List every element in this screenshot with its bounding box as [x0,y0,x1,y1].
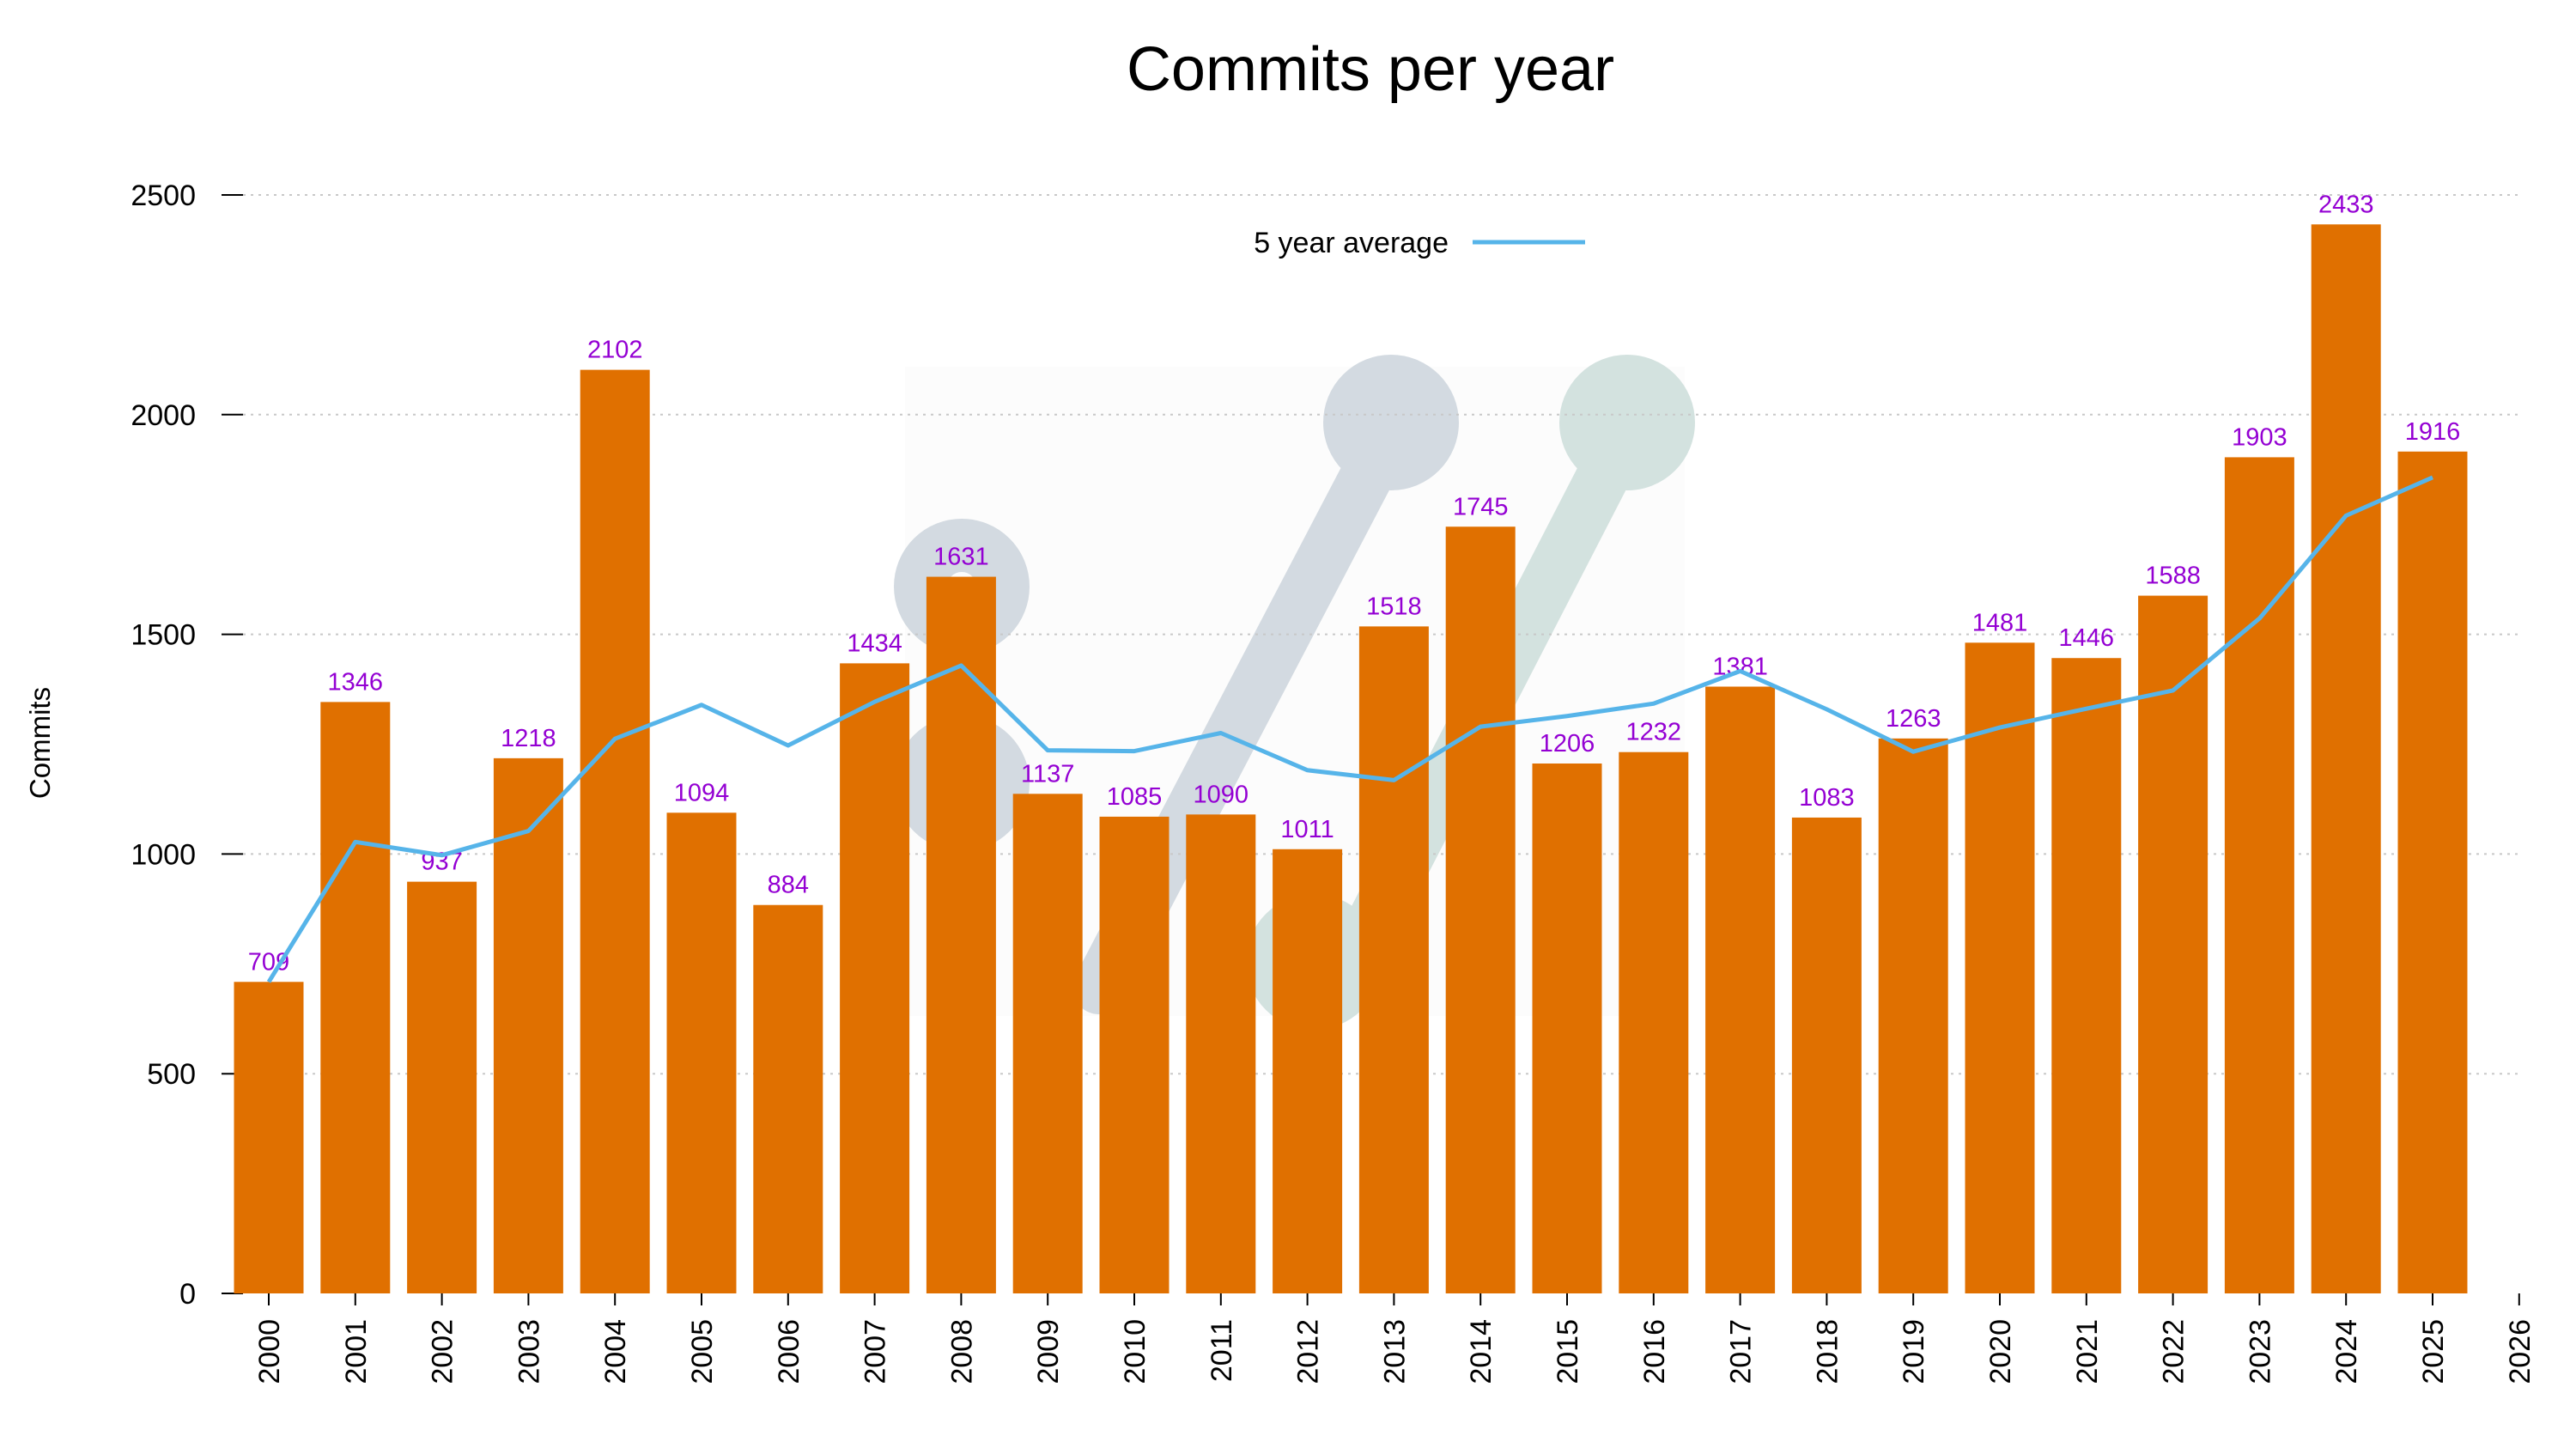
bar [2311,224,2381,1293]
bar-value-label: 1218 [501,725,556,752]
x-tick-label: 2015 [1552,1319,1584,1384]
bar [407,881,477,1293]
y-tick-label: 2500 [131,179,196,212]
bar [1532,764,1602,1293]
bar [2138,595,2208,1293]
x-tick-label: 2017 [1725,1319,1758,1384]
bar-value-label: 884 [768,872,809,899]
bar-value-label: 1346 [328,668,384,696]
bar-value-label: 1745 [1453,493,1509,520]
bar [1358,626,1429,1293]
y-axis: 0 500 1000 1500 2000 2500 [131,179,243,1311]
x-tick-label: 2009 [1032,1319,1065,1384]
bar [1791,817,1862,1293]
bar [1012,794,1083,1293]
bar-value-label: 1206 [1540,730,1595,757]
x-tick-label: 2021 [2071,1319,2104,1384]
legend-label: 5 year average [1254,227,1449,259]
bar [1186,814,1256,1293]
bar-value-label: 1137 [1021,760,1074,788]
x-tick-label: 2024 [2330,1319,2363,1384]
bar [926,576,996,1293]
chart-title: Commits per year [1127,35,1614,104]
x-tick-label: 2005 [686,1319,719,1384]
bar [580,369,650,1293]
x-tick-label: 2014 [1465,1319,1498,1384]
bar-value-label: 2102 [587,337,643,364]
x-tick-label: 2008 [945,1319,978,1384]
y-tick-label: 0 [179,1278,196,1311]
bar [1619,751,1689,1293]
bar [234,982,304,1293]
bar [1878,738,1948,1293]
bar [840,663,910,1293]
x-tick-label: 2004 [599,1319,632,1384]
x-tick-label: 2011 [1206,1319,1238,1382]
y-tick-label: 2000 [131,399,196,432]
y-tick-label: 500 [147,1058,196,1091]
bar-value-label: 1011 [1280,816,1334,843]
average-line [266,475,2434,983]
bar-value-label: 1434 [847,630,902,657]
bar-value-label: 1446 [2059,624,2115,652]
bar [320,702,391,1293]
x-tick-label: 2010 [1119,1319,1151,1384]
bar-value-label: 1263 [1886,705,1941,733]
x-tick-label: 2023 [2244,1319,2276,1384]
bar [1273,849,1343,1293]
bar [2051,658,2122,1293]
bar-value-label: 1518 [1366,593,1422,620]
legend: 5 year average [1254,227,1585,259]
y-axis-label: Commits [24,687,56,799]
x-tick-label: 2013 [1378,1319,1411,1384]
bar [753,904,823,1293]
bar-value-label: 2433 [2318,191,2374,218]
bar-value-label: 1481 [1972,609,2028,636]
bar [2397,451,2468,1293]
y-tick-label: 1500 [131,619,196,652]
bar [1445,526,1516,1293]
bar-value-label: 1094 [674,779,730,806]
x-tick-label: 2026 [2504,1319,2537,1384]
bar [666,812,737,1293]
bar-value-label: 1090 [1194,781,1249,808]
x-tick-label: 2020 [1984,1319,2017,1384]
x-tick-label: 2012 [1292,1319,1325,1384]
x-tick-label: 2016 [1638,1319,1671,1384]
x-tick-label: 2022 [2158,1319,2190,1384]
x-tick-label: 2006 [773,1319,805,1384]
bar [2224,457,2294,1293]
bar-value-label: 1903 [2232,423,2287,451]
x-tick-label: 2000 [253,1319,286,1384]
bar-value-label: 1916 [2405,418,2461,446]
bar-value-label: 1083 [1799,784,1855,812]
bar-value-label: 1588 [2145,563,2201,590]
y-tick-label: 1000 [131,838,196,871]
x-axis: 2000 2001 2002 2003 2004 2005 2006 2007 2008 2009… [253,1293,2537,1384]
x-tick-label: 2019 [1898,1319,1930,1384]
bar-value-label: 1085 [1107,783,1163,811]
bar-value-label: 1232 [1626,719,1682,746]
x-tick-label: 2018 [1811,1319,1844,1384]
bar [1705,686,1776,1293]
bars [234,224,2468,1293]
bar [1965,642,2035,1293]
bar [1099,816,1170,1293]
average-line-path [266,475,2434,983]
x-tick-label: 2002 [427,1319,459,1384]
bar [493,757,563,1293]
x-tick-label: 2025 [2417,1319,2450,1384]
x-tick-label: 2003 [513,1319,545,1384]
bar-value-label: 1631 [933,544,989,571]
x-tick-label: 2001 [340,1319,373,1384]
x-tick-label: 2007 [860,1319,892,1384]
